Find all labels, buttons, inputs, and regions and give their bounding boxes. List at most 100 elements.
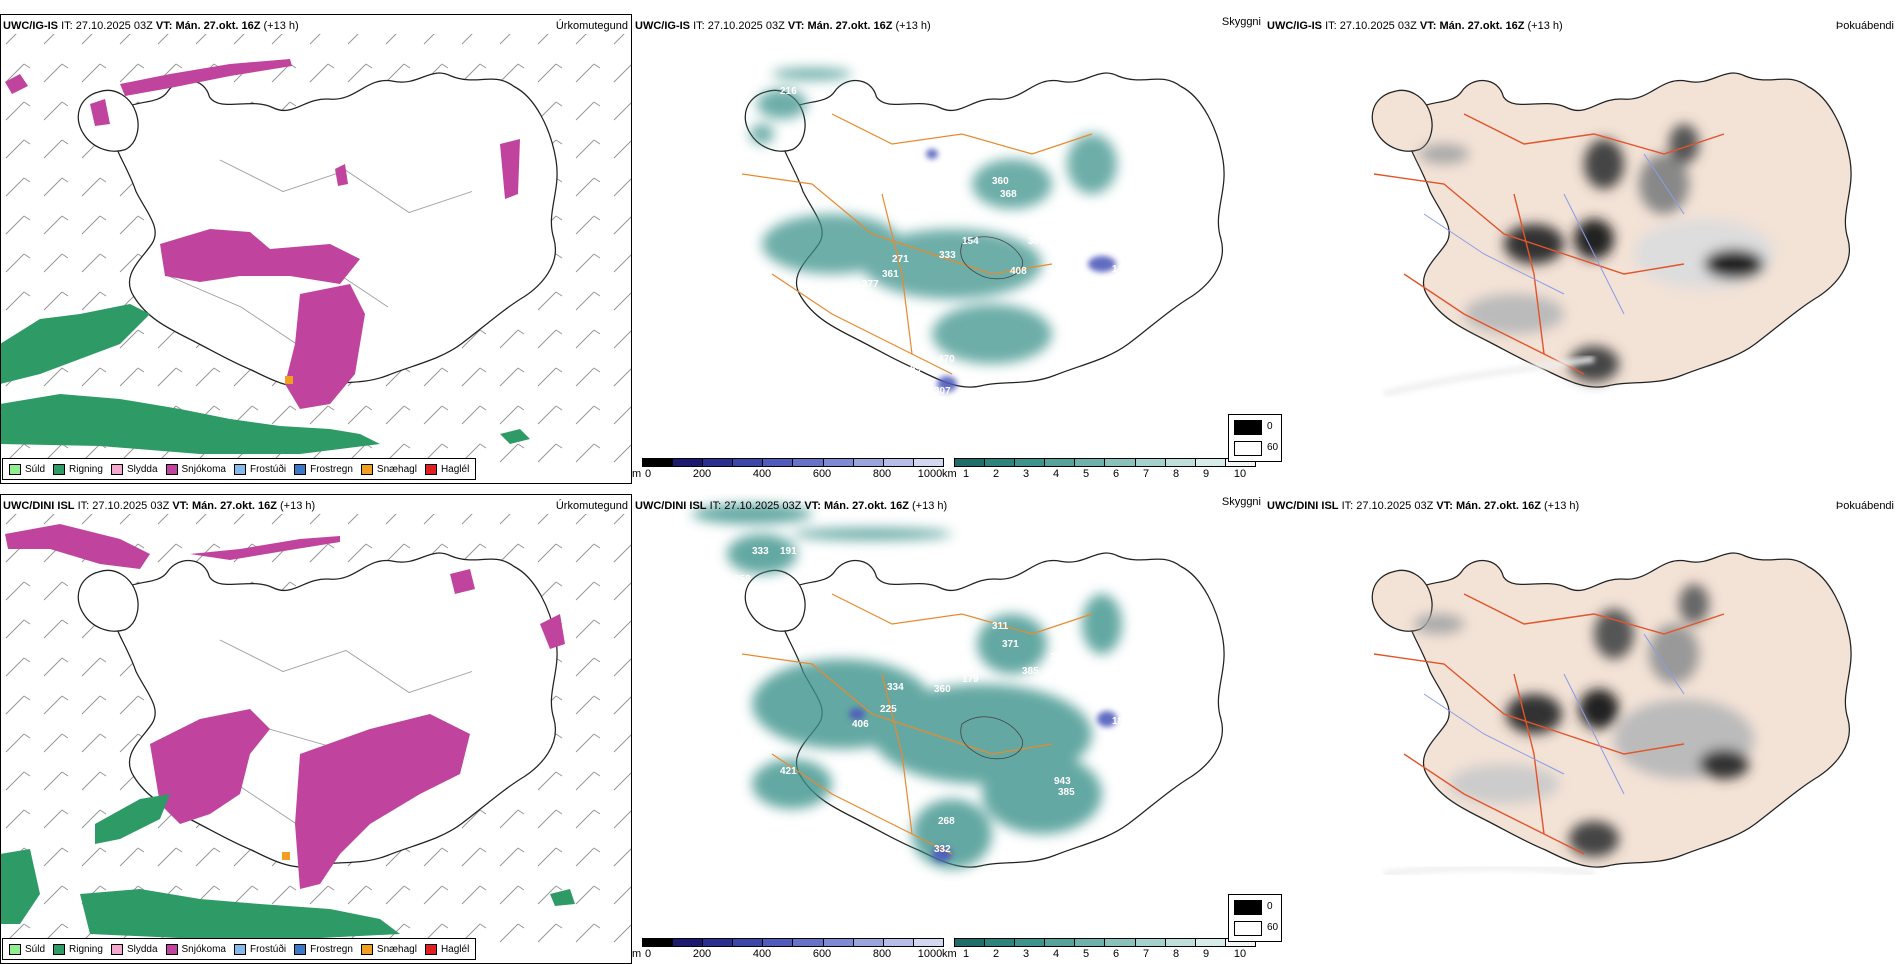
legend-item: Slydda [110,463,158,475]
legend-item: Súld [9,463,46,475]
run-header: UWC/IG-IS IT: 27.10.2025 03Z VT: Mán. 27… [635,20,931,32]
panel-title: Þokuábendi [1835,500,1894,512]
visibility-colorbar: km 1 2 3 4 5 6 7 8 9 10 [942,458,1264,484]
precip-type-map [0,494,632,964]
cloud-base-value: 271 [892,254,909,265]
legend-label: Frostúði [249,463,287,475]
legend-label: Súld [25,943,46,955]
init-time: 27.10.2025 03Z [1339,20,1417,32]
cloud-base-tick: 0 [644,468,652,480]
lead-time: (+13 h) [263,20,299,32]
run-header: UWC/DINI ISL IT: 27.10.2025 03Z VT: Mán.… [635,500,947,512]
lead-time: (+13 h) [1544,500,1580,512]
visibility-tick: 9 [1202,468,1210,480]
fog-legend-label: 0 [1267,421,1273,432]
cloud-base-value: 408 [1010,266,1027,277]
legend-item: Snæhagl [360,943,417,955]
cloud-base-value: 333 [752,546,769,557]
cloud-base-unit: m [632,468,642,480]
legend-item: Súld [9,943,46,955]
fog-legend-label: 60 [1267,922,1279,933]
cloud-base-colorbar: m 0 200 400 600 800 1000 [632,458,944,484]
init-label: IT: [709,500,722,512]
legend-label: Frostúði [249,943,287,955]
legend-swatch [233,463,246,475]
cloud-base-value: 371 [1002,639,1019,650]
panel-title: Skyggni [1221,496,1261,508]
cloud-base-tick: 1000 [917,468,943,480]
precip-type-panel: UWC/DINI ISL IT: 27.10.2025 03Z VT: Mán.… [0,494,632,964]
cloud-base-value: 406 [852,719,869,730]
legend-label: Haglél [440,463,470,475]
valid-label: VT: [172,500,189,512]
init-time: 27.10.2025 03Z [707,20,785,32]
init-label: IT: [1341,500,1354,512]
model-name: UWC/IG-IS [3,20,58,32]
panel-title: Þokuábendi [1835,20,1894,32]
init-time: 27.10.2025 03Z [75,20,153,32]
cloud-base-bar [642,458,944,467]
legend-label: Súld [25,463,46,475]
lead-time: (+13 h) [895,20,931,32]
legend-item: Rigning [53,943,103,955]
fog-panel: 0 60 UWC/DINI ISL IT: 27.10.2025 03Z VT:… [1228,494,1900,964]
cloud-base-value: 268 [938,816,955,827]
cloud-base-value: 301 [947,151,964,162]
legend-label: Rigning [69,463,103,475]
visibility-tick: 5 [1082,468,1090,480]
cloud-base-value: 368 [1000,189,1017,200]
legend-swatch [9,463,21,475]
cloud-base-bar [642,938,944,947]
valid-time: Mán. 27.okt. 16Z [191,500,277,512]
fog-legend: 0 60 [1228,414,1282,462]
legend-swatch [53,943,66,955]
visibility-panel: UWC/DINI ISL IT: 27.10.2025 03Z VT: Mán.… [632,494,1264,964]
visibility-tick: 1 [962,468,970,480]
fog-map [1371,552,1852,877]
visibility-panel: UWC/IG-IS IT: 27.10.2025 03Z VT: Mán. 27… [632,14,1264,484]
visibility-tick: 10 [1233,468,1247,480]
legend-label: Frostregn [310,463,353,475]
cloud-base-value: 359 [1050,652,1067,663]
legend-swatch [294,463,307,475]
cloud-base-value: 377 [862,279,879,290]
legend-swatch [233,943,246,955]
legend-swatch [53,463,66,475]
run-header: UWC/DINI ISL IT: 27.10.2025 03Z VT: Mán.… [1267,500,1579,512]
legend-item: Frostregn [294,943,353,955]
legend-swatch [424,943,437,955]
init-time: 27.10.2025 03Z [92,500,170,512]
cloud-base-value: 421 [780,766,797,777]
legend-item: Snjókoma [165,943,226,955]
init-time: 27.10.2025 03Z [724,500,802,512]
visibility-colorbar: km 1 2 3 4 5 6 7 8 9 10 [942,938,1264,964]
legend-swatch [360,943,373,955]
precip-type-map [0,14,632,484]
fog-swatch [1234,441,1262,456]
cloud-base-tick: 600 [812,468,832,480]
legend-label: Slydda [126,463,158,475]
legend-swatch [294,943,307,955]
cloud-base-labels: 333 191 259 311 371 20 385 359 334 360 1… [632,494,1264,924]
init-label: IT: [77,500,90,512]
valid-time: Mán. 27.okt. 16Z [175,20,261,32]
model-name: UWC/DINI ISL [3,500,75,512]
cloud-base-value: 334 [887,682,904,693]
model-name: UWC/DINI ISL [635,500,707,512]
init-time: 27.10.2025 03Z [1356,500,1434,512]
panel-title: Úrkomutegund [555,20,628,32]
run-header: UWC/IG-IS IT: 27.10.2025 03Z VT: Mán. 27… [3,20,299,32]
cloud-base-tick: 400 [752,468,772,480]
fog-swatch [1234,900,1262,915]
valid-label: VT: [1419,20,1437,32]
legend-item: Frostúði [233,943,287,955]
cloud-base-value: 360 [992,176,1009,187]
lead-time: (+13 h) [1527,20,1563,32]
legend-item: Frostregn [294,463,353,475]
valid-label: VT: [155,20,173,32]
legend-item: Slydda [110,943,158,955]
cloud-base-value: 470 [938,354,955,365]
legend-label: Haglél [440,943,470,955]
cloud-base-value: 943 [1054,776,1071,787]
visibility-bar [954,458,1256,467]
